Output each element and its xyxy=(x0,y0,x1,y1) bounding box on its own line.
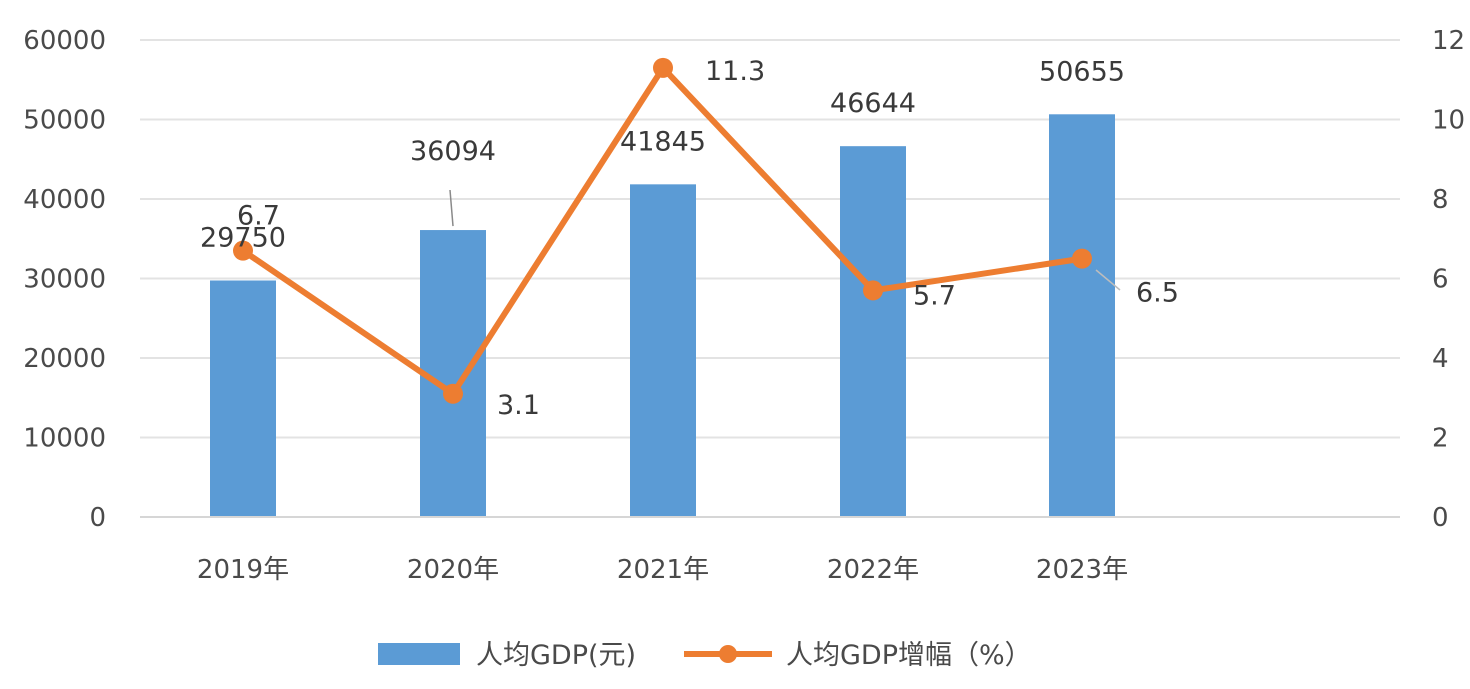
right-axis-tick-label: 6 xyxy=(1432,265,1449,295)
x-axis: 2019年 2020年 2021年 2022年 2023年 xyxy=(140,516,1400,585)
line-value-label: 5.7 xyxy=(913,280,956,311)
bar xyxy=(630,184,696,517)
legend-line-label: 人均GDP增幅（%） xyxy=(786,640,1032,671)
line-value-label: 6.5 xyxy=(1136,278,1179,309)
line-point xyxy=(863,280,883,301)
bar xyxy=(210,280,276,517)
x-axis-tick-label: 2023年 xyxy=(1036,555,1128,585)
line-value-label: 11.3 xyxy=(705,56,765,87)
data-label-leader-line xyxy=(449,189,454,227)
bar xyxy=(1049,114,1115,517)
left-axis-tick-label: 60000 xyxy=(23,26,106,56)
line-series xyxy=(233,57,1092,404)
left-axis-tick-label: 0 xyxy=(89,503,106,533)
right-axis-tick-label: 8 xyxy=(1432,185,1449,215)
line-point xyxy=(1072,248,1092,269)
left-axis-tick-label: 20000 xyxy=(23,344,106,374)
data-label-leader-line xyxy=(1095,269,1121,291)
bar-value-label: 50655 xyxy=(1039,56,1125,87)
bar-value-label: 29750 xyxy=(200,222,286,253)
legend: 人均GDP(元) 人均GDP增幅（%） xyxy=(378,640,1032,671)
right-axis: 0 2 4 6 8 10 12 xyxy=(1432,26,1465,533)
x-axis-tick-label: 2020年 xyxy=(407,555,499,585)
right-axis-tick-label: 0 xyxy=(1432,503,1449,533)
line-point xyxy=(653,57,673,78)
left-axis-tick-label: 10000 xyxy=(23,424,106,454)
bar xyxy=(840,146,906,517)
line-point xyxy=(233,240,253,261)
left-axis: 0 10000 20000 30000 40000 50000 60000 xyxy=(23,26,106,533)
bar-value-label: 41845 xyxy=(620,126,706,157)
line-value-label: 3.1 xyxy=(497,390,540,421)
legend-bar-swatch xyxy=(378,643,460,665)
left-axis-tick-label: 40000 xyxy=(23,185,106,215)
legend-line-marker xyxy=(719,645,737,663)
right-axis-tick-label: 2 xyxy=(1432,424,1449,454)
legend-bar-label: 人均GDP(元) xyxy=(476,640,636,671)
left-axis-tick-label: 30000 xyxy=(23,265,106,295)
right-axis-tick-label: 10 xyxy=(1432,106,1465,136)
right-axis-tick-label: 4 xyxy=(1432,344,1449,374)
line-point xyxy=(443,383,463,404)
bar xyxy=(420,230,486,517)
right-axis-tick-label: 12 xyxy=(1432,26,1465,56)
gridlines xyxy=(140,39,1400,439)
bar-value-label: 36094 xyxy=(410,136,496,167)
bar-value-label: 46644 xyxy=(830,88,916,119)
x-axis-tick-label: 2019年 xyxy=(197,555,289,585)
line-value-label: 6.7 xyxy=(237,201,280,232)
left-axis-tick-label: 50000 xyxy=(23,106,106,136)
x-axis-tick-label: 2022年 xyxy=(827,555,919,585)
bar-series xyxy=(210,114,1115,517)
data-labels: 29750 36094 41845 46644 50655 6.7 3.1 11.3 5.7 6.… xyxy=(200,56,1179,421)
x-axis-tick-label: 2021年 xyxy=(617,555,709,585)
